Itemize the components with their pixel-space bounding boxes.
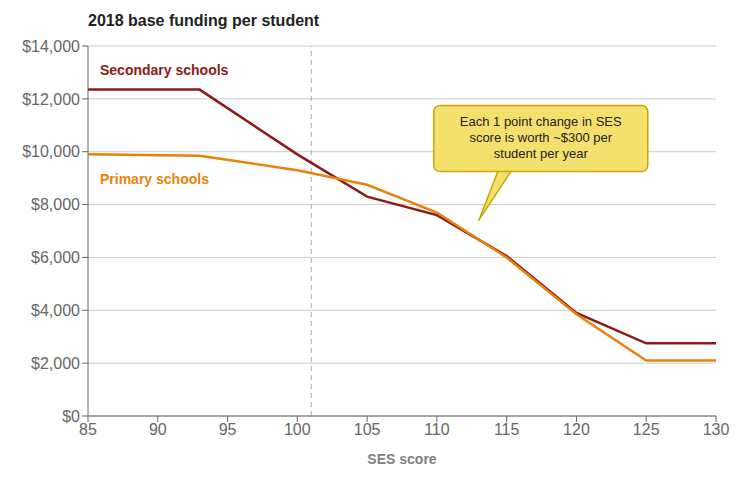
svg-text:110: 110 — [424, 421, 450, 438]
svg-text:$0: $0 — [62, 408, 80, 425]
svg-text:Primary schools: Primary schools — [100, 171, 209, 187]
svg-text:Secondary schools: Secondary schools — [100, 62, 229, 78]
svg-text:120: 120 — [563, 421, 590, 438]
svg-text:$8,000: $8,000 — [31, 196, 80, 213]
svg-text:130: 130 — [703, 421, 730, 438]
svg-text:90: 90 — [149, 421, 167, 438]
svg-text:100: 100 — [284, 421, 311, 438]
svg-text:$14,000: $14,000 — [22, 38, 80, 55]
svg-text:125: 125 — [633, 421, 660, 438]
svg-text:student per year: student per year — [494, 146, 589, 161]
svg-text:105: 105 — [354, 421, 381, 438]
svg-text:$2,000: $2,000 — [31, 355, 80, 372]
html-text:2018 base funding per student: 2018 base funding per student — [88, 12, 320, 29]
svg-text:$12,000: $12,000 — [22, 91, 80, 108]
svg-text:score is worth ~$300 per: score is worth ~$300 per — [469, 130, 612, 145]
svg-text:$4,000: $4,000 — [31, 302, 80, 319]
svg-text:85: 85 — [79, 421, 97, 438]
svg-text:$6,000: $6,000 — [31, 249, 80, 266]
svg-text:SES score: SES score — [367, 451, 436, 467]
svg-text:$10,000: $10,000 — [22, 143, 80, 160]
svg-text:Each 1 point change in SES: Each 1 point change in SES — [460, 114, 622, 129]
svg-text:95: 95 — [219, 421, 237, 438]
svg-text:115: 115 — [494, 421, 520, 438]
